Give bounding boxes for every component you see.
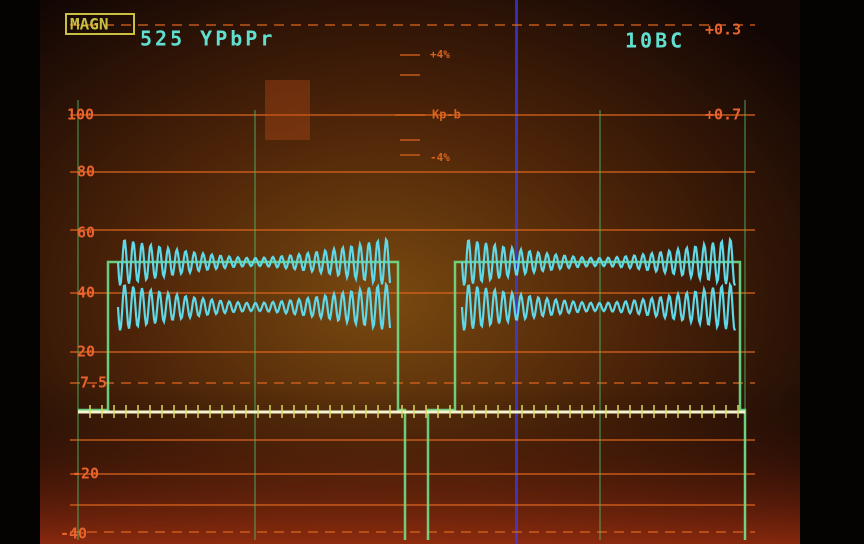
scale-label: -40 — [60, 525, 87, 543]
scale-label: -20 — [72, 465, 99, 483]
graticule — [70, 24, 755, 540]
chroma-trace — [116, 236, 392, 287]
inset-top: +4% — [430, 48, 450, 61]
badge: MAGN — [70, 15, 109, 34]
scale-label: +0.7 — [705, 106, 741, 124]
chroma-trace — [116, 281, 392, 332]
scale-label: 100 — [67, 106, 94, 124]
scale-label: 80 — [77, 163, 95, 181]
scale-label: +0.3 — [705, 21, 741, 39]
scale-label: 40 — [77, 284, 95, 302]
chroma-trace — [460, 236, 737, 286]
inset-bottom: -4% — [430, 151, 450, 164]
scale-label: 60 — [77, 224, 95, 242]
inset-block — [265, 80, 310, 140]
inset-label: Kp-b — [432, 108, 461, 122]
format: 525 YPbPr — [140, 27, 275, 51]
screen-glow — [40, 380, 800, 544]
badge-frame — [65, 13, 135, 35]
scale-label: 20 — [77, 343, 95, 361]
scale-label: 7.5 — [80, 374, 107, 392]
chroma-trace — [460, 281, 737, 331]
waveform — [78, 236, 747, 540]
inset: +4% Kp-b -4% — [265, 48, 461, 164]
mode: 10BC — [625, 29, 685, 53]
